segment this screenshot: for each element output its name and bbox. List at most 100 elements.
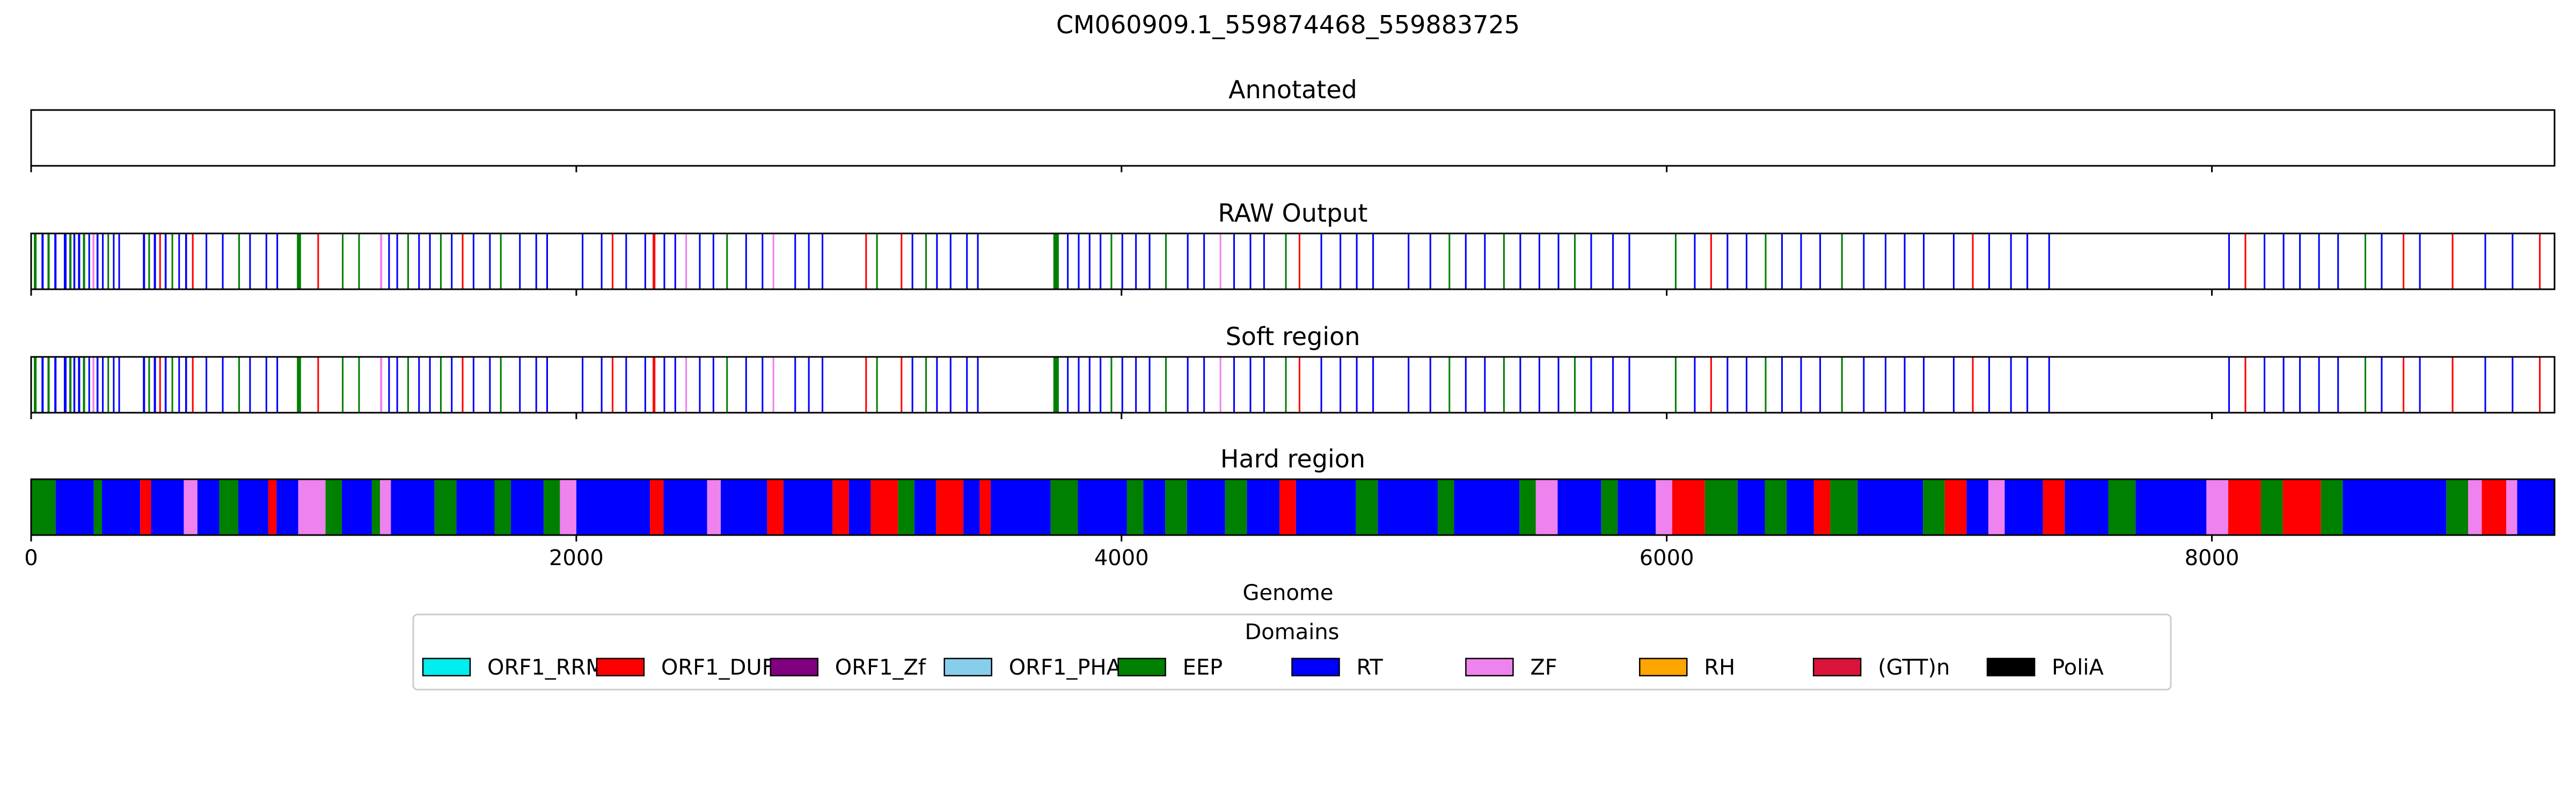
segment-zf <box>560 479 576 535</box>
segment-rt <box>164 233 167 289</box>
segment-rt <box>41 357 44 413</box>
segment-orf1-duf <box>2043 479 2065 535</box>
segment-eep <box>107 233 109 289</box>
segment-rt <box>418 357 420 413</box>
segment-orf1-duf <box>2228 479 2261 535</box>
segment-eep <box>440 357 442 413</box>
segment-rt <box>396 233 398 289</box>
segment-rt <box>249 233 251 289</box>
segment-eep <box>1126 479 1144 535</box>
legend-swatch <box>1986 657 2036 677</box>
segment-rt <box>1745 357 1747 413</box>
segment-zf <box>380 233 383 289</box>
segment-eep <box>1674 357 1677 413</box>
segment-orf1-duf <box>870 479 898 535</box>
figure-title: CM060909.1_559874468_559883725 <box>1056 10 1520 39</box>
segment-eep <box>726 357 728 413</box>
segment-orf1-duf <box>192 357 194 413</box>
segment-rt <box>206 357 208 413</box>
segment-rt <box>1148 357 1151 413</box>
segment-orf1-duf <box>317 233 319 289</box>
segment-orf1-duf <box>653 357 656 413</box>
segment-rt <box>745 357 747 413</box>
segment-orf1-duf <box>268 479 277 535</box>
legend-entry-orf1-zf: ORF1_Zf <box>770 655 926 680</box>
segment-eep <box>69 233 72 289</box>
segment-rt <box>2381 233 2383 289</box>
x-axis-label: Genome <box>1242 581 1333 605</box>
legend-label: ORF1_Zf <box>835 655 926 680</box>
segment-eep <box>2364 357 2367 413</box>
segment-zf <box>380 357 383 413</box>
segment-rt <box>663 357 665 413</box>
segment-rt <box>1694 357 1696 413</box>
segment-eep <box>440 233 442 289</box>
segment-rt <box>712 357 714 413</box>
segment-orf1-duf <box>901 357 903 413</box>
track-title: RAW Output <box>1218 199 1368 228</box>
segment-rt <box>1078 357 1080 413</box>
legend-frame <box>412 613 2172 691</box>
segment-eep <box>1448 233 1451 289</box>
legend-swatch <box>1639 657 1688 677</box>
segment-rt <box>535 233 537 289</box>
segment-rt <box>54 357 57 413</box>
segment-zf <box>685 357 687 413</box>
segment-rt <box>911 233 913 289</box>
segment-rt <box>185 233 187 289</box>
segment-rt <box>1538 357 1540 413</box>
segment-rt <box>265 357 267 413</box>
segment-eep <box>1830 479 1858 535</box>
segment-rt <box>102 479 141 535</box>
segment-orf1-duf <box>192 233 194 289</box>
track-frame <box>30 109 2556 167</box>
segment-rt <box>2337 357 2339 413</box>
segment-rt <box>674 233 676 289</box>
segment-rt <box>2010 233 2012 289</box>
segment-eep <box>925 357 927 413</box>
segment-rt <box>1263 357 1265 413</box>
segment-rt <box>1121 233 1123 289</box>
segment-rt <box>102 357 104 413</box>
segment-eep <box>500 233 502 289</box>
segment-rt <box>222 357 224 413</box>
segment-rt <box>625 357 627 413</box>
segment-eep <box>325 479 342 535</box>
segment-orf1-duf <box>611 357 613 413</box>
segment-zf <box>1219 357 1221 413</box>
segment-rt <box>206 233 208 289</box>
segment-orf1-duf <box>2482 479 2507 535</box>
segment-eep <box>107 357 109 413</box>
segment-rt <box>990 479 1051 535</box>
segment-eep <box>2321 479 2343 535</box>
segment-rt <box>949 233 952 289</box>
segment-rt <box>510 479 544 535</box>
segment-rt <box>55 479 94 535</box>
segment-rt <box>546 233 548 289</box>
segment-rt <box>489 233 491 289</box>
segment-rt <box>96 233 99 289</box>
segment-rt <box>644 233 646 289</box>
segment-zf <box>2206 479 2228 535</box>
segment-rt <box>1121 357 1123 413</box>
segment-rt <box>699 233 701 289</box>
segment-rt <box>78 233 80 289</box>
segment-orf1-duf <box>650 479 664 535</box>
track-frame <box>30 356 2556 414</box>
segment-rt <box>966 357 968 413</box>
segment-rt <box>222 233 224 289</box>
segment-rt <box>118 233 120 289</box>
segment-rt <box>54 233 57 289</box>
segment-orf1-duf <box>979 479 991 535</box>
segment-rt <box>185 357 187 413</box>
segment-rt <box>2282 233 2285 289</box>
segment-rt <box>63 233 67 289</box>
segment-rt <box>1088 233 1091 289</box>
segment-rt <box>1519 357 1521 413</box>
segment-eep <box>1285 233 1287 289</box>
legend-entry-orf1-rrm: ORF1_RRM <box>422 655 604 680</box>
segment-eep <box>407 357 409 413</box>
segment-eep <box>358 357 360 413</box>
legend-label: ORF1_RRM <box>487 655 604 680</box>
segment-rt <box>1787 479 1814 535</box>
